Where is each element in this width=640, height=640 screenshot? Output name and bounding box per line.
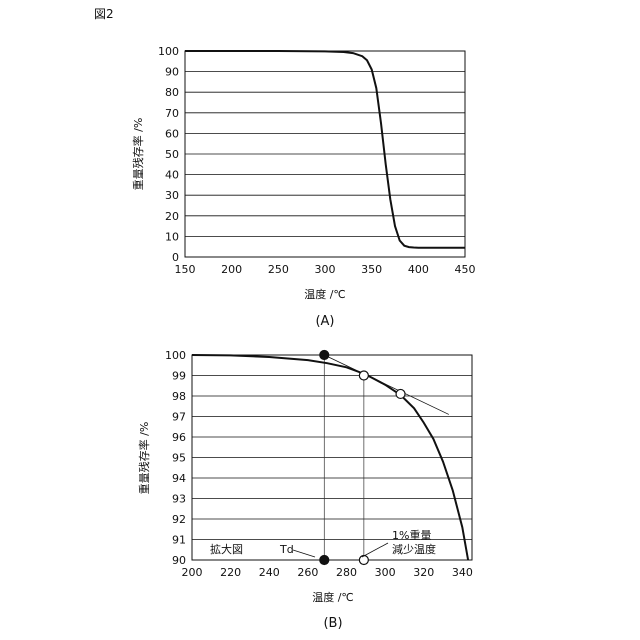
weight-loss-leader-line	[361, 542, 389, 558]
chart-b-y-axis-label: 重量残存率 /%	[137, 422, 151, 495]
x-tick-label: 240	[259, 566, 280, 579]
y-tick-label: 92	[172, 513, 186, 526]
chart-b-caption: (B)	[323, 616, 342, 631]
chart-b: 90 91 92 93 94 95 96 97 98 99 100 200 220 240 260 280 3…	[137, 349, 473, 631]
y-tick-label: 50	[165, 148, 179, 161]
chart-b-x-axis-label: 温度 /℃	[312, 590, 354, 604]
td-leader-line	[292, 549, 316, 558]
weight-loss-label-line2: 減少温度	[392, 542, 436, 556]
y-tick-label: 70	[165, 107, 179, 120]
open-marker	[358, 554, 369, 566]
x-tick-label: 280	[336, 566, 357, 579]
y-tick-label: 0	[172, 251, 179, 264]
y-tick-label: 95	[172, 452, 186, 465]
chart-b-plot-frame	[191, 354, 473, 561]
y-tick-label: 99	[172, 370, 186, 383]
td-label: Td	[279, 543, 294, 556]
y-tick-label: 30	[165, 189, 179, 202]
y-tick-label: 90	[172, 554, 186, 567]
y-tick-label: 40	[165, 169, 179, 182]
x-tick-label: 260	[297, 566, 318, 579]
x-tick-label: 300	[375, 566, 396, 579]
x-tick-label: 220	[220, 566, 241, 579]
x-tick-label: 450	[455, 263, 476, 276]
weight-loss-label-line1: 1%重量	[392, 528, 431, 542]
y-tick-label: 96	[172, 431, 186, 444]
y-tick-label: 60	[165, 127, 179, 140]
open-marker	[395, 388, 406, 400]
open-marker	[358, 370, 369, 381]
chart-a-caption: (A)	[315, 314, 334, 329]
filled-marker	[319, 554, 330, 566]
x-tick-label: 320	[413, 566, 434, 579]
x-tick-label: 250	[268, 263, 289, 276]
x-tick-label: 200	[221, 263, 242, 276]
figure-label: 図2	[94, 7, 114, 21]
x-tick-label: 350	[361, 263, 382, 276]
chart-a-x-axis-label: 温度 /℃	[304, 287, 346, 301]
x-tick-label: 300	[315, 263, 336, 276]
chart-a: 0 10 20 30 40 50 60 70 80 90 100 150 200 250 300 350 40…	[131, 45, 476, 329]
y-tick-label: 20	[165, 210, 179, 223]
y-tick-label: 100	[158, 45, 179, 58]
y-tick-label: 97	[172, 411, 186, 424]
chart-a-series-line	[185, 50, 465, 249]
y-tick-label: 91	[172, 534, 186, 547]
y-tick-label: 98	[172, 390, 186, 403]
x-tick-label: 340	[452, 566, 473, 579]
y-tick-label: 100	[165, 349, 186, 362]
y-tick-label: 80	[165, 86, 179, 99]
chart-b-series-line	[191, 354, 470, 561]
x-tick-label: 400	[408, 263, 429, 276]
y-tick-label: 90	[165, 66, 179, 79]
chart-a-y-axis-label: 重量残存率 /%	[131, 118, 145, 191]
chart-b-tangent-line	[324, 354, 449, 415]
x-tick-label: 150	[175, 263, 196, 276]
filled-marker	[319, 349, 330, 361]
zoom-label: 拡大図	[210, 542, 243, 556]
y-tick-label: 93	[172, 493, 186, 506]
x-tick-label: 200	[182, 566, 203, 579]
y-tick-label: 94	[172, 472, 186, 485]
y-tick-label: 10	[165, 230, 179, 243]
